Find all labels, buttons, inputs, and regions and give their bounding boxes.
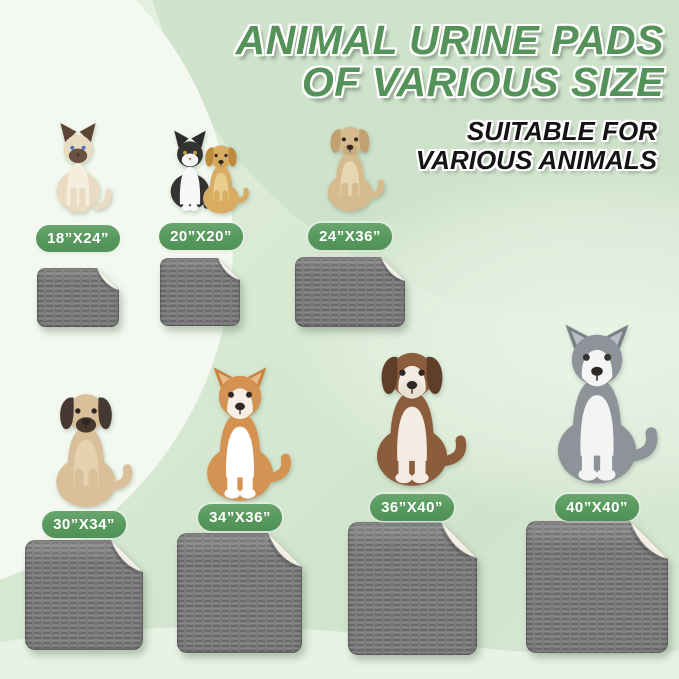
pad-fold-corner [268, 533, 302, 567]
australian-shepherd-illustration [356, 341, 469, 488]
cat-and-puppy-illustration [154, 123, 250, 215]
size-badge: 36”X40” [370, 494, 454, 521]
urine-pad-illustration [295, 257, 405, 327]
pad-surface [526, 521, 668, 653]
subtitle-line2: VARIOUS ANIMALS [415, 145, 657, 176]
yellow-labrador-illustration [314, 119, 386, 213]
subtitle-line1: SUITABLE FOR [466, 116, 657, 146]
size-badge: 24”X36” [308, 223, 392, 250]
page-title: ANIMAL URINE PADS OF VARIOUS SIZE [235, 17, 664, 106]
urine-pad-illustration [160, 258, 240, 326]
size-badge: 30”X34” [42, 511, 126, 538]
urine-pad-illustration [177, 533, 302, 653]
urine-pad-illustration [526, 521, 668, 653]
size-badge: 18”X24” [36, 225, 120, 252]
pad-surface [177, 533, 302, 653]
pad-fold-corner [97, 268, 119, 290]
pad-fold-corner [441, 522, 477, 558]
urine-pad-illustration [25, 540, 143, 650]
pad-fold-corner [630, 521, 668, 559]
title-line1: ANIMAL URINE PADS [235, 17, 664, 63]
pad-fold-corner [381, 257, 405, 281]
golden-puppy-illustration [192, 139, 250, 215]
title-line2: OF VARIOUS SIZE [301, 59, 664, 106]
size-badge: 20”X20” [159, 223, 243, 250]
urine-pad-illustration [37, 268, 119, 327]
urine-pad-illustration [348, 522, 477, 655]
size-badge: 40”X40” [555, 494, 639, 521]
siamese-cat-illustration [38, 119, 118, 215]
pad-fold-corner [111, 540, 143, 572]
corgi-illustration [187, 365, 293, 503]
page-subtitle: SUITABLE FOR VARIOUS ANIMALS [415, 116, 657, 176]
pug-illustration [38, 384, 134, 509]
siberian-husky-illustration [534, 322, 660, 486]
pad-fold-corner [218, 258, 240, 280]
size-badge: 34”X36” [198, 504, 282, 531]
pad-surface [295, 257, 405, 327]
